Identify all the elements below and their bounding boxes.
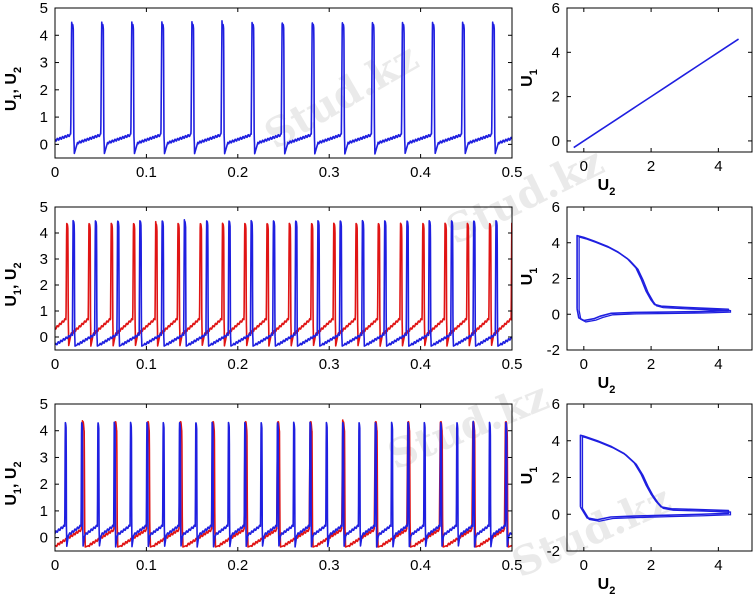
x-tick-label: 0 <box>580 158 588 175</box>
x-tick-label: 0 <box>51 557 59 574</box>
y-tick-label: 2 <box>552 271 560 288</box>
y-tick-label: 4 <box>40 27 48 44</box>
x-axis-label: U2 <box>598 576 616 597</box>
x-tick-label: 0.5 <box>502 164 523 181</box>
x-tick-label: 2 <box>647 356 655 373</box>
y-axis-label: U1 <box>519 69 540 87</box>
x-tick-label: 2 <box>647 158 655 175</box>
x-tick-label: 0.4 <box>410 164 431 181</box>
x-tick-label: 0.1 <box>136 356 157 373</box>
y-tick-label: 4 <box>40 225 48 242</box>
x-tick-label: 4 <box>714 356 722 373</box>
axes-frame <box>54 7 513 159</box>
y-tick-label: 4 <box>552 433 560 450</box>
x-tick-label: 0.5 <box>502 557 523 574</box>
axes-frame <box>566 206 753 351</box>
y-axis-label: U1 <box>519 268 540 286</box>
y-tick-label: 0 <box>552 133 560 150</box>
chart-time-series-top: 0 0.1 0.2 0.3 0.4 0.5 0 1 2 3 4 5 U1, U2 <box>3 0 522 181</box>
y-tick-label: 4 <box>40 423 48 440</box>
axes-frame <box>54 403 513 552</box>
y-tick-label: 2 <box>40 476 48 493</box>
y-tick-label: -2 <box>547 543 560 560</box>
y-tick-label: 2 <box>552 89 560 106</box>
y-tick-label: 2 <box>40 82 48 99</box>
x-tick-label: 0.2 <box>227 356 248 373</box>
y-tick-label: 5 <box>40 396 48 413</box>
y-tick-label: 1 <box>40 303 48 320</box>
y-tick-label: 0 <box>40 530 48 547</box>
y-tick-label: 6 <box>552 396 560 413</box>
x-tick-label: 0.3 <box>319 356 340 373</box>
x-tick-label: 0.4 <box>410 356 431 373</box>
y-axis-label: U1, U2 <box>3 67 24 111</box>
x-tick-label: 0.2 <box>227 557 248 574</box>
x-tick-label: 0.4 <box>410 557 431 574</box>
x-axis-label: U2 <box>598 375 616 396</box>
chart-time-series-middle: 0 0.1 0.2 0.3 0.4 0.5 0 1 2 3 4 5 U1, U2 <box>3 199 522 373</box>
x-tick-label: 0.1 <box>136 557 157 574</box>
y-tick-label: 0 <box>40 136 48 153</box>
series-line-u1-vs-u2-overlay <box>578 236 732 323</box>
chart-phase-middle: 0 2 4 -2 0 2 4 6 U1 U2 <box>519 199 753 396</box>
y-tick-label: 0 <box>552 506 560 523</box>
x-axis-label: U2 <box>598 177 616 198</box>
y-tick-label: 0 <box>552 306 560 323</box>
chart-phase-top: 0 2 4 0 2 4 6 U1 U2 <box>519 0 753 198</box>
series-line-u1-vs-u2 <box>576 234 730 322</box>
plots-layer: 0 0.1 0.2 0.3 0.4 0.5 0 1 2 3 4 5 U1, U2 0 0.1 0.2 0.3 0.… <box>3 0 753 597</box>
x-tick-label: 0.2 <box>227 164 248 181</box>
y-tick-label: 5 <box>40 0 48 17</box>
x-tick-label: 2 <box>647 557 655 574</box>
y-tick-label: 1 <box>40 503 48 520</box>
x-tick-label: 0.3 <box>319 164 340 181</box>
axes-frame <box>566 7 753 153</box>
y-tick-label: 3 <box>40 251 48 268</box>
y-tick-label: 3 <box>40 55 48 72</box>
series-line-u2 <box>55 219 512 347</box>
x-tick-label: 0.5 <box>502 356 523 373</box>
chart-time-series-bottom: 0 0.1 0.2 0.3 0.4 0.5 0 1 2 3 4 5 U1, U2 <box>3 396 522 574</box>
y-tick-label: 2 <box>40 277 48 294</box>
series-line-u1-vs-u2 <box>573 38 739 149</box>
y-tick-label: 5 <box>40 199 48 216</box>
x-tick-label: 4 <box>714 557 722 574</box>
axes-frame <box>54 206 513 351</box>
series-line-u1 <box>55 220 512 347</box>
series-line-u2 <box>55 420 512 548</box>
x-tick-label: 0 <box>580 557 588 574</box>
y-tick-label: 0 <box>40 329 48 346</box>
y-tick-label: 3 <box>40 449 48 466</box>
x-tick-label: 0.3 <box>319 557 340 574</box>
y-axis-label: U1, U2 <box>3 461 24 505</box>
y-tick-label: 6 <box>552 199 560 216</box>
y-axis-label: U1, U2 <box>3 262 24 306</box>
y-tick-label: 6 <box>552 0 560 17</box>
series-line-u2 <box>55 20 512 155</box>
x-tick-label: 0 <box>580 356 588 373</box>
watermark-text: Stud.kz <box>439 138 611 254</box>
x-tick-label: 4 <box>714 158 722 175</box>
chart-phase-bottom: 0 2 4 -2 0 2 4 6 U1 U2 <box>519 396 753 597</box>
y-tick-label: 4 <box>552 235 560 252</box>
y-tick-label: 2 <box>552 470 560 487</box>
series-line-u1-vs-u2 <box>579 434 730 521</box>
y-axis-label: U1 <box>519 467 540 485</box>
x-tick-label: 0 <box>51 164 59 181</box>
y-tick-label: 4 <box>552 44 560 61</box>
x-tick-label: 0 <box>51 356 59 373</box>
y-tick-label: -2 <box>547 342 560 359</box>
y-tick-label: 1 <box>40 109 48 126</box>
x-tick-label: 0.1 <box>136 164 157 181</box>
